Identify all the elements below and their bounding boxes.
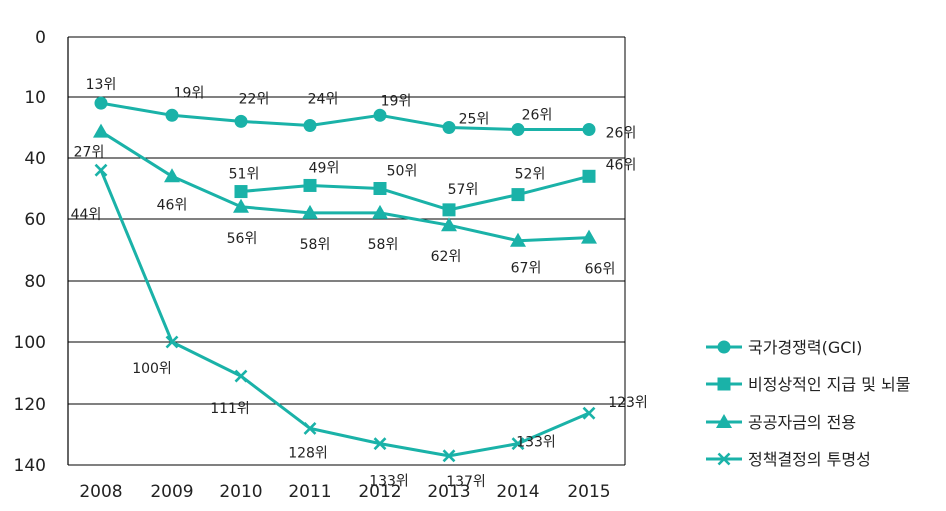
data-point-triangle bbox=[93, 123, 109, 138]
data-label: 123위 bbox=[608, 395, 648, 411]
data-label: 67위 bbox=[511, 261, 542, 277]
data-point-square bbox=[582, 169, 596, 183]
data-label: 13위 bbox=[86, 77, 117, 93]
legend-entry: 공공자금의 전용 bbox=[748, 413, 856, 432]
data-point-x bbox=[165, 335, 179, 349]
legend-entry: 비정상적인 지급 및 뇌물 bbox=[748, 375, 910, 394]
legend-marker-triangle bbox=[716, 414, 732, 428]
series-line-3 bbox=[100, 130, 590, 243]
legend-entry: 정책결정의 투명성 bbox=[748, 450, 871, 469]
x-tick-label: 2011 bbox=[288, 482, 331, 502]
y-tick-label: 100 bbox=[14, 333, 46, 353]
x-tick-label: 2015 bbox=[567, 482, 610, 502]
data-point-x bbox=[303, 421, 317, 435]
data-label: 100위 bbox=[132, 361, 172, 377]
y-tick-label: 60 bbox=[24, 210, 46, 230]
data-point-x bbox=[94, 163, 108, 177]
y-tick-label: 10 bbox=[24, 88, 46, 108]
data-label: 52위 bbox=[515, 167, 546, 183]
data-point-square bbox=[373, 182, 387, 195]
y-tick-label: 80 bbox=[24, 272, 46, 292]
data-label: 26위 bbox=[522, 108, 553, 124]
data-point-triangle bbox=[164, 168, 180, 183]
series-line-1 bbox=[100, 101, 589, 132]
data-label: 58위 bbox=[300, 237, 331, 253]
data-label: 26위 bbox=[606, 126, 637, 142]
series-line-2 bbox=[240, 174, 590, 212]
data-label: 44위 bbox=[71, 207, 102, 223]
data-point-circle bbox=[373, 108, 387, 122]
data-label: 27위 bbox=[74, 145, 105, 161]
legend-marker-x bbox=[717, 452, 731, 466]
data-label: 50위 bbox=[387, 164, 418, 180]
data-point-circle bbox=[442, 121, 456, 134]
legend-marker-circle bbox=[717, 340, 731, 354]
data-label: 133위 bbox=[516, 435, 556, 451]
data-point-circle bbox=[303, 118, 317, 132]
data-point-x bbox=[511, 437, 525, 451]
y-tick-label: 40 bbox=[24, 149, 46, 169]
data-point-triangle bbox=[372, 204, 388, 219]
x-tick-label: 2012 bbox=[358, 482, 401, 502]
data-label: 133위 bbox=[369, 474, 409, 490]
data-label: 56위 bbox=[227, 231, 258, 247]
data-point-triangle bbox=[233, 198, 249, 213]
data-point-square bbox=[303, 178, 317, 192]
data-point-circle bbox=[165, 108, 179, 122]
data-point-triangle bbox=[581, 229, 597, 244]
data-label: 137위 bbox=[446, 474, 486, 490]
data-label: 57위 bbox=[448, 182, 479, 198]
data-point-circle bbox=[94, 96, 108, 110]
data-point-x bbox=[442, 449, 456, 463]
x-tick-label: 2008 bbox=[79, 482, 122, 502]
x-tick-label: 2010 bbox=[219, 482, 262, 502]
data-label: 62위 bbox=[431, 249, 462, 265]
data-label: 24위 bbox=[308, 91, 339, 107]
data-point-square bbox=[442, 203, 456, 217]
y-tick-label: 140 bbox=[14, 456, 46, 476]
data-point-circle bbox=[234, 114, 248, 128]
y-tick-label: 120 bbox=[14, 395, 46, 415]
legend-marker-square bbox=[717, 377, 731, 391]
x-tick-label: 2014 bbox=[496, 482, 539, 502]
data-label: 58위 bbox=[368, 237, 399, 253]
y-tick-label: 0 bbox=[35, 28, 46, 48]
data-point-x bbox=[582, 406, 596, 420]
data-point-triangle bbox=[510, 232, 526, 247]
data-point-circle bbox=[582, 123, 596, 137]
data-label: 111위 bbox=[210, 401, 250, 417]
data-label: 128위 bbox=[288, 445, 328, 461]
data-label: 19위 bbox=[381, 93, 412, 109]
data-point-square bbox=[234, 185, 248, 199]
data-point-triangle bbox=[441, 217, 457, 232]
data-label: 51위 bbox=[229, 167, 260, 183]
legend-entry: 국가경쟁력(GCI) bbox=[748, 338, 862, 357]
data-label: 22위 bbox=[239, 91, 270, 107]
data-point-triangle bbox=[302, 204, 318, 219]
x-tick-label: 2013 bbox=[427, 482, 470, 502]
data-label: 25위 bbox=[459, 112, 490, 128]
data-point-square bbox=[511, 188, 525, 202]
data-label: 19위 bbox=[174, 85, 205, 101]
data-point-circle bbox=[511, 123, 525, 137]
data-label: 46위 bbox=[157, 197, 188, 213]
data-point-x bbox=[373, 437, 387, 451]
series-line-4 bbox=[99, 169, 590, 458]
data-label: 66위 bbox=[585, 262, 616, 278]
data-point-x bbox=[234, 369, 248, 383]
data-label: 49위 bbox=[309, 160, 340, 176]
x-tick-label: 2009 bbox=[150, 482, 193, 502]
data-label: 46위 bbox=[606, 157, 637, 173]
